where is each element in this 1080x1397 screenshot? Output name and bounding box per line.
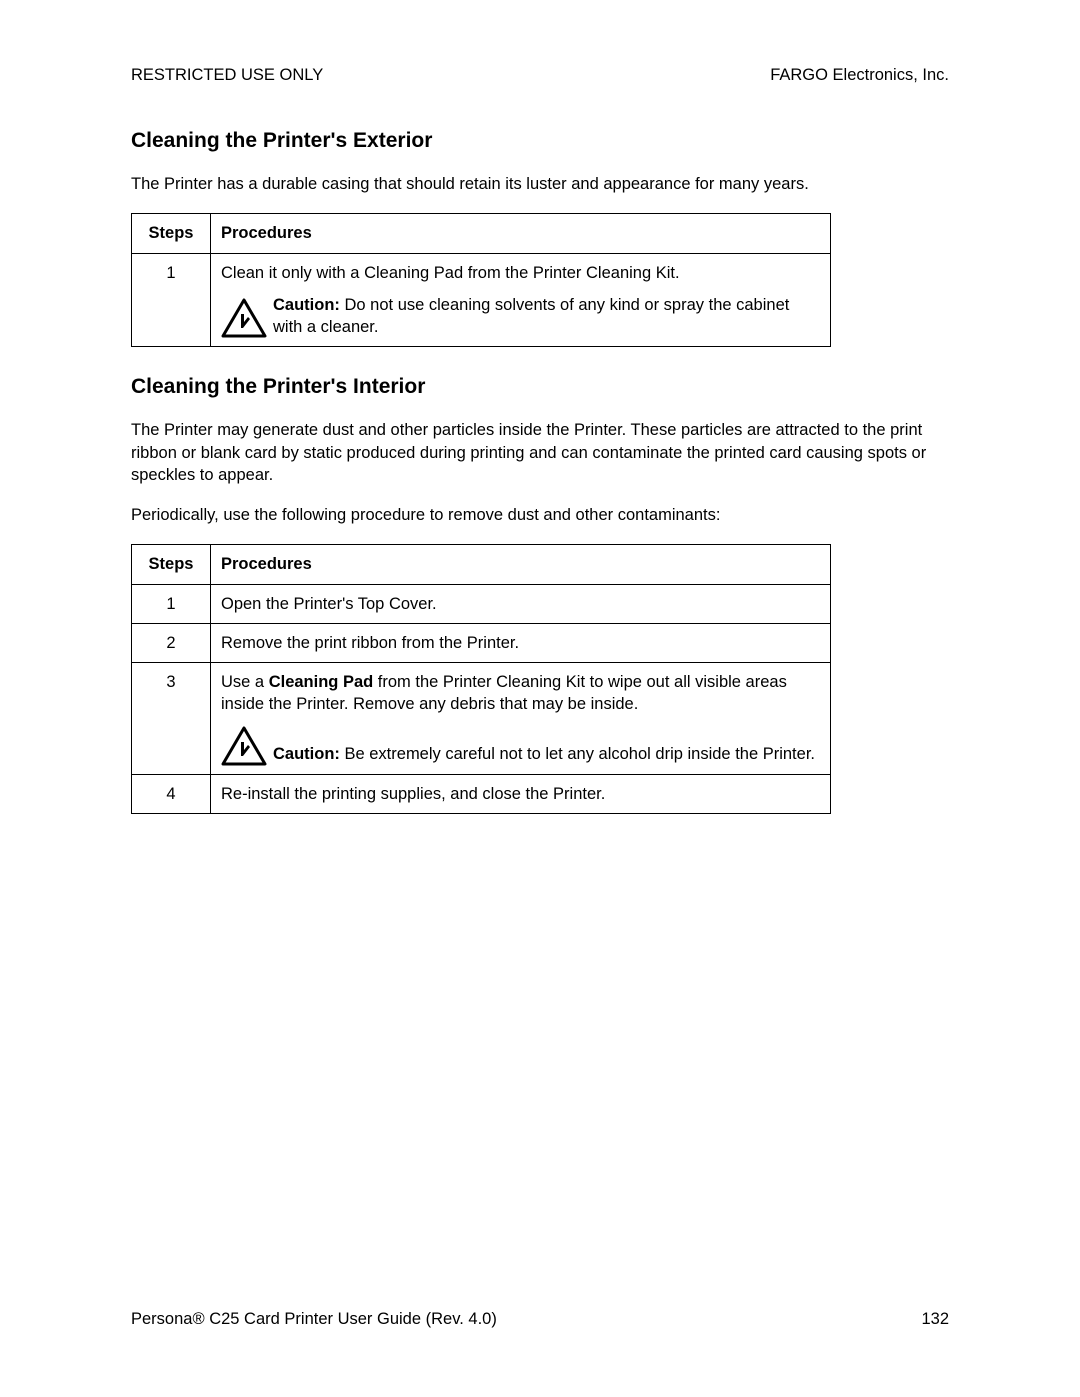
section1-title: Cleaning the Printer's Exterior (131, 129, 949, 153)
step-number: 1 (132, 253, 211, 347)
procedure-cell: Clean it only with a Cleaning Pad from t… (211, 253, 831, 347)
col-steps: Steps (132, 545, 211, 584)
step-number: 4 (132, 774, 211, 813)
text-bold: Cleaning Pad (269, 673, 374, 691)
header-right: FARGO Electronics, Inc. (770, 66, 949, 85)
section2-table: Steps Procedures 1 Open the Printer's To… (131, 544, 831, 814)
table-header-row: Steps Procedures (132, 214, 831, 253)
caution-icon (221, 726, 267, 766)
section1-intro: The Printer has a durable casing that sh… (131, 173, 949, 195)
table-row: 1 Open the Printer's Top Cover. (132, 584, 831, 623)
caution-body: Be extremely careful not to let any alco… (340, 745, 815, 763)
procedure-cell: Re-install the printing supplies, and cl… (211, 774, 831, 813)
step-number: 2 (132, 623, 211, 662)
section2-intro2: Periodically, use the following procedur… (131, 504, 949, 526)
procedure-text: Use a Cleaning Pad from the Printer Clea… (221, 673, 787, 713)
procedure-cell: Use a Cleaning Pad from the Printer Clea… (211, 663, 831, 775)
col-procedures: Procedures (211, 545, 831, 584)
caution-body: Do not use cleaning solvents of any kind… (273, 296, 789, 336)
table-header-row: Steps Procedures (132, 545, 831, 584)
col-steps: Steps (132, 214, 211, 253)
text-pre: Use a (221, 673, 269, 691)
procedure-cell: Open the Printer's Top Cover. (211, 584, 831, 623)
document-page: RESTRICTED USE ONLY FARGO Electronics, I… (0, 0, 1080, 1397)
caution-text: Caution: Be extremely careful not to let… (273, 743, 815, 765)
header-left: RESTRICTED USE ONLY (131, 66, 323, 85)
step-number: 3 (132, 663, 211, 775)
page-footer: Persona® C25 Card Printer User Guide (Re… (131, 1310, 949, 1329)
procedure-text: Clean it only with a Cleaning Pad from t… (221, 264, 680, 282)
caution-text: Caution: Do not use cleaning solvents of… (273, 294, 820, 339)
step-number: 1 (132, 584, 211, 623)
caution-label: Caution: (273, 745, 340, 763)
page-header: RESTRICTED USE ONLY FARGO Electronics, I… (131, 66, 949, 85)
caution-icon (221, 298, 267, 338)
section2-title: Cleaning the Printer's Interior (131, 375, 949, 399)
table-row: 4 Re-install the printing supplies, and … (132, 774, 831, 813)
col-procedures: Procedures (211, 214, 831, 253)
table-row: 3 Use a Cleaning Pad from the Printer Cl… (132, 663, 831, 775)
caution-block: Caution: Do not use cleaning solvents of… (221, 294, 820, 339)
section1-table: Steps Procedures 1 Clean it only with a … (131, 213, 831, 347)
procedure-cell: Remove the print ribbon from the Printer… (211, 623, 831, 662)
table-row: 1 Clean it only with a Cleaning Pad from… (132, 253, 831, 347)
caution-label: Caution: (273, 296, 340, 314)
section2-intro1: The Printer may generate dust and other … (131, 419, 949, 486)
caution-block: Caution: Be extremely careful not to let… (221, 726, 820, 766)
footer-page-number: 132 (921, 1310, 949, 1329)
table-row: 2 Remove the print ribbon from the Print… (132, 623, 831, 662)
footer-left: Persona® C25 Card Printer User Guide (Re… (131, 1310, 497, 1329)
